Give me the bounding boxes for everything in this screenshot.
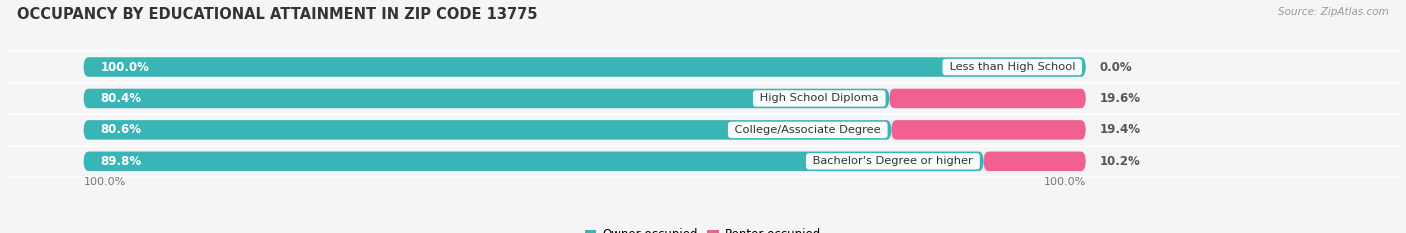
Text: 100.0%: 100.0% (83, 177, 125, 187)
Text: College/Associate Degree: College/Associate Degree (731, 125, 884, 135)
Text: 0.0%: 0.0% (1099, 61, 1132, 74)
Text: High School Diploma: High School Diploma (756, 93, 883, 103)
Text: 89.8%: 89.8% (100, 155, 142, 168)
FancyBboxPatch shape (83, 152, 984, 171)
FancyBboxPatch shape (83, 152, 1085, 171)
FancyBboxPatch shape (83, 57, 1085, 77)
Text: Bachelor's Degree or higher: Bachelor's Degree or higher (810, 156, 977, 166)
Text: 100.0%: 100.0% (1043, 177, 1085, 187)
Text: 100.0%: 100.0% (100, 61, 149, 74)
FancyBboxPatch shape (83, 89, 890, 108)
FancyBboxPatch shape (83, 89, 1085, 108)
FancyBboxPatch shape (890, 89, 1085, 108)
Text: Less than High School: Less than High School (946, 62, 1078, 72)
Legend: Owner-occupied, Renter-occupied: Owner-occupied, Renter-occupied (579, 224, 827, 233)
FancyBboxPatch shape (984, 152, 1085, 171)
FancyBboxPatch shape (83, 120, 891, 140)
Text: 80.6%: 80.6% (100, 123, 141, 136)
Text: 10.2%: 10.2% (1099, 155, 1140, 168)
Text: OCCUPANCY BY EDUCATIONAL ATTAINMENT IN ZIP CODE 13775: OCCUPANCY BY EDUCATIONAL ATTAINMENT IN Z… (17, 7, 537, 22)
Text: 19.4%: 19.4% (1099, 123, 1140, 136)
Text: 80.4%: 80.4% (100, 92, 141, 105)
Text: 19.6%: 19.6% (1099, 92, 1140, 105)
FancyBboxPatch shape (891, 120, 1085, 140)
Text: Source: ZipAtlas.com: Source: ZipAtlas.com (1278, 7, 1389, 17)
FancyBboxPatch shape (83, 57, 1085, 77)
FancyBboxPatch shape (83, 120, 1085, 140)
